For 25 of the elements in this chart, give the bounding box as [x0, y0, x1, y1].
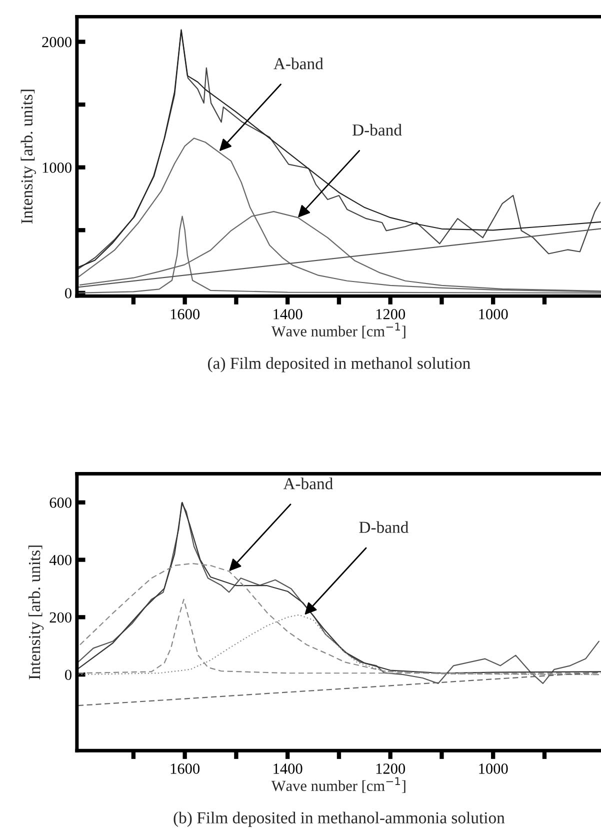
x-axis-title: Wave number [cm$^{−1}$]	[271, 322, 406, 338]
x-tick-label: 1000	[479, 764, 508, 774]
x-axis-title: Wave number [cm$^{−1}$]	[271, 777, 406, 793]
text: (a) Film deposited in methanol solution	[208, 357, 470, 372]
y-tick-label: 200	[50, 612, 72, 623]
y-tick-label: 1000	[42, 162, 72, 173]
annotation: D-band	[359, 521, 408, 533]
x-tick-label: 1400	[274, 764, 302, 774]
x-tick-label: 1600	[170, 309, 200, 320]
y-tick-label: 400	[49, 554, 72, 566]
x-tick-label: 1200	[376, 309, 406, 320]
annotation: A-band	[283, 478, 333, 490]
y-tick-label: 0	[65, 288, 72, 298]
x-tick-label: 1400	[274, 309, 302, 320]
y-tick-label: 0	[65, 670, 72, 680]
text: (b) Film deposited in methanol-ammonia solution	[174, 812, 505, 827]
y-tick-label: 2000	[42, 36, 72, 48]
x-tick-label: 1600	[170, 764, 200, 774]
y-axis-title: Intensity [arb. units]	[28, 546, 44, 680]
x-tick-label: 1000	[479, 309, 508, 320]
annotation: A-band	[274, 58, 324, 70]
y-tick-label: 600	[50, 498, 72, 508]
y-axis-title: Intensity [arb. units]	[20, 90, 36, 224]
x-tick-label: 1200	[376, 764, 406, 774]
annotation: D-band	[352, 124, 402, 136]
